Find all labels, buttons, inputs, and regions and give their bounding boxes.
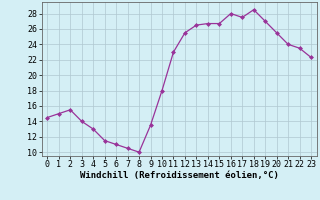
- X-axis label: Windchill (Refroidissement éolien,°C): Windchill (Refroidissement éolien,°C): [80, 171, 279, 180]
